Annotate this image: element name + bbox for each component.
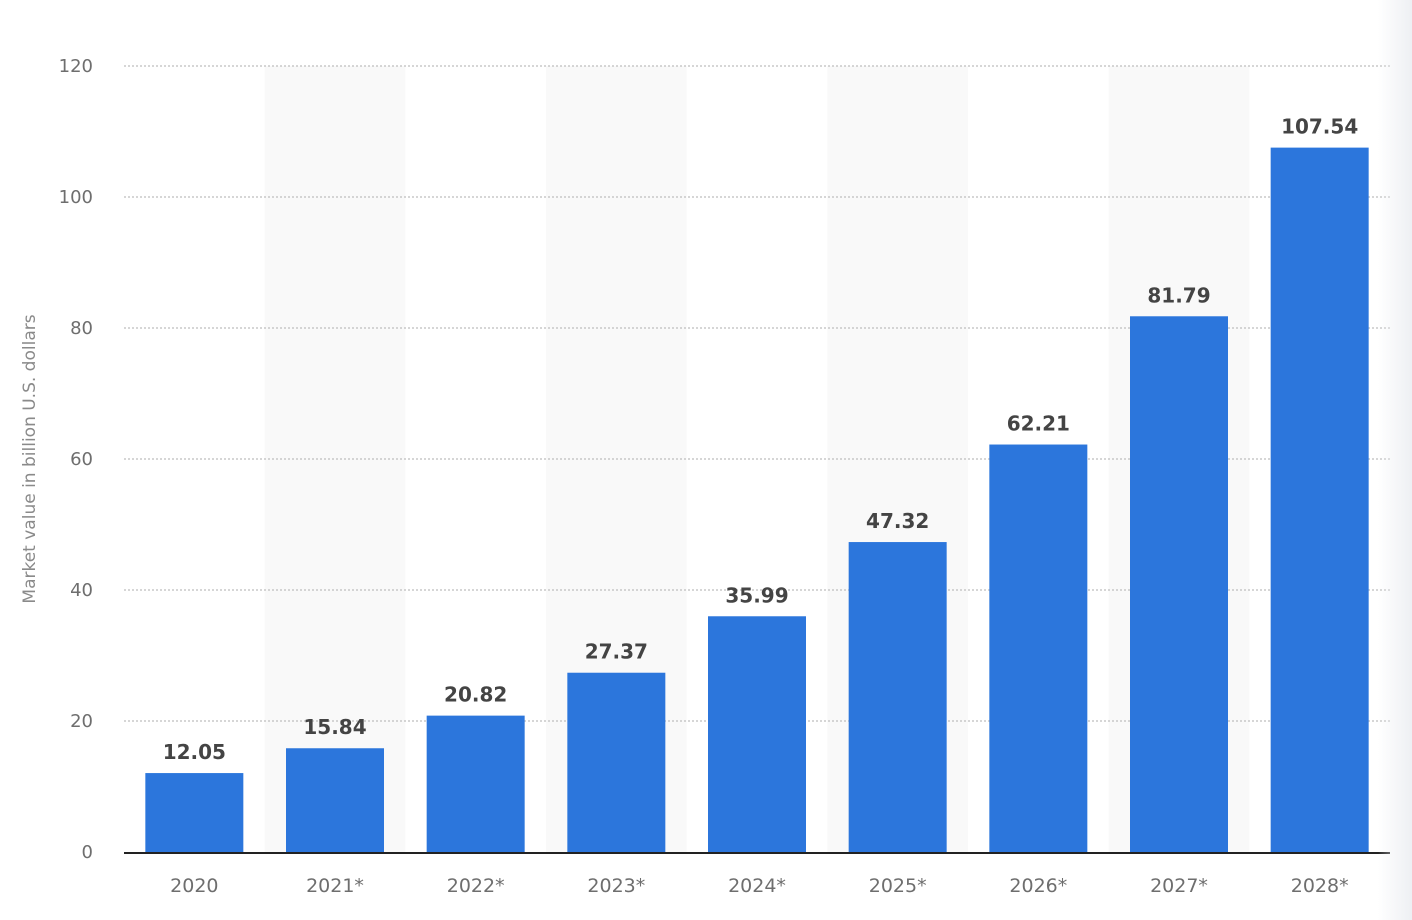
x-tick-label: 2027* bbox=[1150, 875, 1208, 897]
x-tick-label: 2021* bbox=[306, 875, 364, 897]
x-tick-label: 2024* bbox=[728, 875, 786, 897]
bar[interactable] bbox=[145, 773, 244, 852]
x-tick-label: 2028* bbox=[1291, 875, 1349, 897]
y-tick-label: 40 bbox=[70, 580, 93, 601]
y-axis-title: Market value in billion U.S. dollars bbox=[20, 314, 40, 604]
bar[interactable] bbox=[1130, 316, 1228, 852]
value-label: 47.32 bbox=[866, 509, 929, 533]
y-tick-label: 100 bbox=[59, 187, 93, 208]
bar[interactable] bbox=[1270, 147, 1369, 852]
value-label: 81.79 bbox=[1147, 283, 1210, 307]
x-axis-ticks: 2020 2021* 2022* 2023* 2024* 2025* 2026* 2027* 2… bbox=[170, 875, 1348, 897]
x-tick-label: 2026* bbox=[1009, 875, 1067, 897]
y-tick-label: 80 bbox=[70, 318, 93, 339]
value-label: 27.37 bbox=[585, 640, 648, 664]
x-tick-label: 2025* bbox=[869, 875, 927, 897]
y-axis-ticks: 0 20 40 60 80 100 120 bbox=[59, 56, 93, 863]
value-labels: 12.05 15.84 20.82 27.37 35.99 47.32 62.21 81.79… bbox=[163, 115, 1359, 764]
x-tick-label: 2023* bbox=[587, 875, 645, 897]
value-label: 20.82 bbox=[444, 683, 507, 707]
y-tick-label: 0 bbox=[82, 842, 93, 863]
x-tick-label: 2020 bbox=[170, 875, 218, 897]
value-label: 107.54 bbox=[1281, 115, 1358, 139]
y-tick-label: 20 bbox=[70, 711, 93, 732]
x-tick-label: 2022* bbox=[447, 875, 505, 897]
value-label: 12.05 bbox=[163, 740, 226, 764]
y-tick-label: 120 bbox=[59, 56, 93, 77]
bar[interactable] bbox=[426, 715, 525, 852]
bars bbox=[145, 147, 1369, 852]
bar[interactable] bbox=[708, 616, 806, 852]
bar[interactable] bbox=[848, 542, 947, 852]
value-label: 15.84 bbox=[303, 715, 366, 739]
bar[interactable] bbox=[989, 444, 1088, 852]
value-label: 62.21 bbox=[1007, 412, 1070, 436]
y-tick-label: 60 bbox=[70, 449, 93, 470]
bar[interactable] bbox=[567, 672, 666, 852]
value-label: 35.99 bbox=[725, 583, 788, 607]
bar[interactable] bbox=[286, 748, 384, 852]
